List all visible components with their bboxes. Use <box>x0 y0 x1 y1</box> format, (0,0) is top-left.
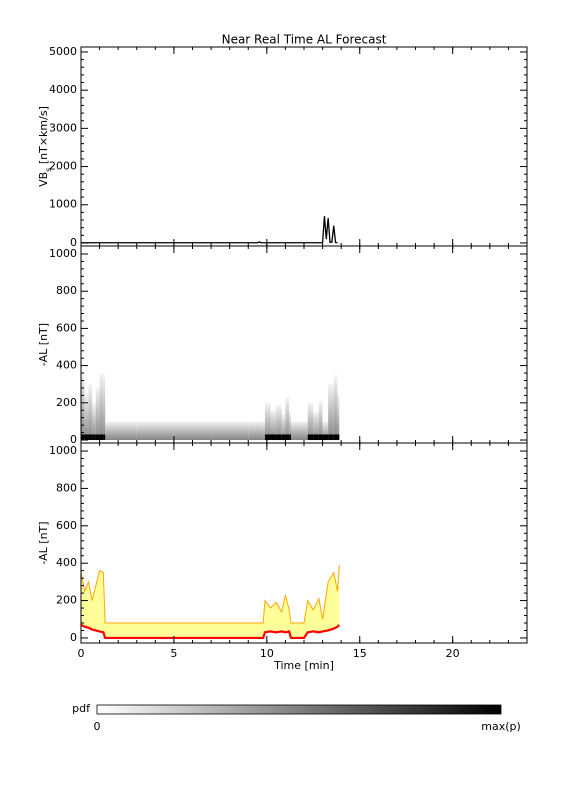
chart-title: Near Real Time AL Forecast <box>222 33 387 47</box>
y-axis-label-part: -AL [nT] <box>37 521 50 564</box>
y-tick-label: 800 <box>56 284 77 297</box>
y-axis-label-part: -AL [nT] <box>37 323 50 366</box>
x-tick-label: 5 <box>170 647 177 660</box>
y-tick-label: 0 <box>70 433 77 446</box>
colorbar-max: max(p) <box>481 720 521 733</box>
pdf-column <box>290 421 304 441</box>
y-axis-label: -AL [nT] <box>37 521 50 564</box>
pdf-column <box>211 421 249 441</box>
y-axis-label-part: [nT×km/s] <box>37 106 50 168</box>
pdf-core <box>281 434 286 441</box>
colorbar <box>96 704 502 715</box>
x-tick-label: 20 <box>446 647 460 660</box>
y-tick-label: 1000 <box>49 444 77 457</box>
pdf-core <box>328 434 334 441</box>
pdf-core <box>285 434 290 441</box>
x-axis-label: Time [min] <box>273 659 334 672</box>
pdf-core <box>318 434 323 441</box>
pdf-column <box>92 402 96 441</box>
band-fill <box>81 565 340 638</box>
y-tick-label: 600 <box>56 519 77 532</box>
pdf-column <box>248 421 264 441</box>
plot-frame <box>80 245 528 444</box>
y-axis-label: -AL [nT] <box>37 323 50 366</box>
x-tick-label: 0 <box>78 647 85 660</box>
data-line <box>81 216 338 244</box>
pdf-column <box>337 393 340 441</box>
x-tick-label: 10 <box>260 647 274 660</box>
pdf-column <box>81 374 85 441</box>
pdf-column <box>105 421 137 441</box>
pdf-core <box>337 434 340 441</box>
y-tick-label: 600 <box>56 321 77 334</box>
pdf-core <box>270 434 277 441</box>
pdf-core <box>264 434 271 441</box>
y-axis-label: VBs [nT×km/s] <box>37 106 53 187</box>
pdf-core <box>276 434 282 441</box>
plot-frame <box>80 46 528 247</box>
pdf-column <box>95 387 100 441</box>
y-tick-label: 0 <box>70 236 77 249</box>
data-line <box>80 623 341 640</box>
y-tick-label: 400 <box>56 359 77 372</box>
pdf-column <box>276 404 282 441</box>
panel: 0 200 400 600 800 1000 -AL [nT] <box>37 245 528 446</box>
pdf-core <box>322 434 329 441</box>
pdf-core <box>289 434 291 441</box>
pdf-core <box>99 434 104 441</box>
pdf-core <box>92 434 96 441</box>
pdf-core <box>95 434 100 441</box>
y-tick-label: 200 <box>56 396 77 409</box>
y-tick-label: 2000 <box>49 160 77 173</box>
pdf-column <box>313 412 319 441</box>
pdf-column <box>304 421 308 441</box>
pdf-core <box>88 434 93 441</box>
pdf-core <box>81 434 85 441</box>
pdf-core <box>313 434 319 441</box>
pdf-column <box>264 402 271 441</box>
pdf-column <box>270 410 277 441</box>
y-tick-label: 1000 <box>49 198 77 211</box>
pdf-core <box>307 434 314 441</box>
y-tick-label: 4000 <box>49 83 77 96</box>
pdf-core <box>84 434 89 441</box>
pdf-column <box>289 412 291 441</box>
x-tick-label: 15 <box>353 647 367 660</box>
panel: 0 1000 2000 3000 4000 5000 VBs [nT×km/s] <box>37 45 528 249</box>
pdf-column <box>307 402 314 441</box>
data-line <box>80 565 340 624</box>
pdf-column <box>99 373 104 441</box>
y-tick-label: 200 <box>56 594 77 607</box>
y-tick-label: 5000 <box>49 45 77 58</box>
pdf-column <box>322 421 329 441</box>
pdf-core <box>333 434 338 441</box>
pdf-column <box>88 384 93 441</box>
plot-frame <box>80 442 528 644</box>
y-tick-label: 800 <box>56 481 77 494</box>
y-tick-label: 400 <box>56 556 77 569</box>
y-axis-label-part: s <box>44 168 53 172</box>
pdf-column <box>281 413 286 441</box>
pdf-column <box>318 400 323 441</box>
pdf-column <box>328 384 334 441</box>
pdf-core <box>103 434 106 441</box>
y-axis-label-part: VB <box>37 172 50 187</box>
pdf-column <box>84 393 89 441</box>
pdf-column <box>263 421 265 441</box>
y-tick-label: 3000 <box>49 121 77 134</box>
pdf-column <box>333 374 338 441</box>
colorbar-min: 0 <box>94 720 101 733</box>
y-tick-label: 0 <box>70 631 77 644</box>
pdf-column <box>136 421 174 441</box>
pdf-column <box>285 397 290 441</box>
y-tick-label: 1000 <box>49 247 77 260</box>
pdf-column <box>173 421 212 441</box>
pdf-column <box>103 374 106 441</box>
colorbar-label: pdf <box>72 702 91 715</box>
